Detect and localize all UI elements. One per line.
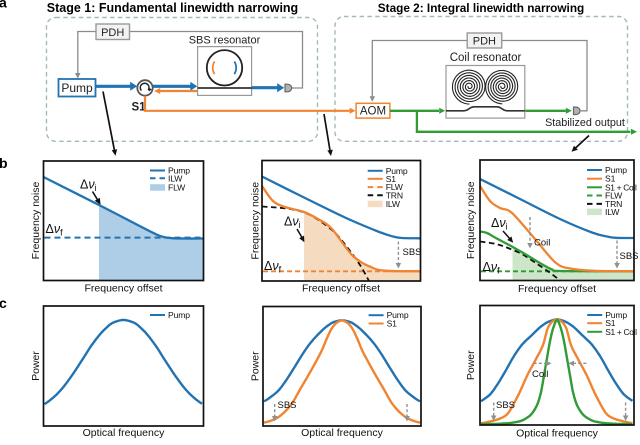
svg-text:Frequency offset: Frequency offset xyxy=(84,283,162,295)
svg-text:Frequency noise: Frequency noise xyxy=(465,181,477,259)
svg-text:Coil resonator: Coil resonator xyxy=(450,52,522,64)
svg-text:SBS: SBS xyxy=(403,247,422,258)
svg-text:Pump: Pump xyxy=(61,81,93,95)
svg-text:Stage 1: Fundamental linewidth: Stage 1: Fundamental linewidth narrowing xyxy=(47,1,298,15)
svg-text:S1: S1 xyxy=(386,174,397,184)
svg-text:Pump: Pump xyxy=(168,166,190,176)
svg-text:AOM: AOM xyxy=(360,106,386,118)
svg-text:Power: Power xyxy=(250,351,262,381)
svg-text:ILW: ILW xyxy=(605,207,620,217)
svg-text:FLW: FLW xyxy=(605,191,623,201)
svg-text:Pump: Pump xyxy=(605,165,627,175)
svg-text:Pump: Pump xyxy=(605,310,627,320)
svg-text:Δνf: Δνf xyxy=(264,259,282,275)
svg-text:Power: Power xyxy=(465,350,477,380)
svg-text:Optical frequency: Optical frequency xyxy=(516,428,598,440)
svg-text:FLW: FLW xyxy=(386,182,404,192)
svg-text:Optical frequency: Optical frequency xyxy=(83,427,165,439)
svg-text:PDH: PDH xyxy=(473,36,496,48)
svg-text:SBS: SBS xyxy=(496,400,515,411)
svg-text:Frequency offset: Frequency offset xyxy=(518,283,596,295)
svg-text:Δνi: Δνi xyxy=(491,216,508,232)
svg-text:Frequency noise: Frequency noise xyxy=(250,182,262,260)
svg-text:Frequency offset: Frequency offset xyxy=(302,283,380,295)
svg-text:SBS resonator: SBS resonator xyxy=(189,35,261,47)
svg-text:S1: S1 xyxy=(605,318,616,328)
svg-text:Power: Power xyxy=(30,351,42,381)
svg-text:TRN: TRN xyxy=(386,190,403,200)
svg-text:Frequency noise: Frequency noise xyxy=(30,182,42,260)
svg-text:Pump: Pump xyxy=(168,310,190,320)
svg-text:TRN: TRN xyxy=(605,199,622,209)
svg-text:Pump: Pump xyxy=(386,166,408,176)
svg-text:FLW: FLW xyxy=(168,182,186,192)
svg-text:Δνi: Δνi xyxy=(80,178,97,194)
svg-text:S1 + Coil: S1 + Coil xyxy=(605,327,637,337)
svg-text:c: c xyxy=(0,295,7,311)
svg-text:ILW: ILW xyxy=(386,199,401,209)
svg-text:S1: S1 xyxy=(605,174,616,184)
svg-text:Optical frequency: Optical frequency xyxy=(301,427,383,439)
svg-text:b: b xyxy=(0,155,8,171)
svg-text:Stage 2: Integral linewidth na: Stage 2: Integral linewidth narrowing xyxy=(378,1,584,15)
svg-text:SBS: SBS xyxy=(620,251,639,262)
svg-text:Coil: Coil xyxy=(534,238,550,249)
svg-text:Δνf: Δνf xyxy=(46,222,64,238)
svg-text:S1 + Coil: S1 + Coil xyxy=(605,182,637,192)
svg-text:SBS: SBS xyxy=(278,400,297,411)
svg-text:Δνf: Δνf xyxy=(483,260,501,276)
svg-text:Δνi: Δνi xyxy=(284,215,301,231)
svg-text:Coil: Coil xyxy=(532,369,548,380)
svg-text:S1: S1 xyxy=(132,102,147,114)
svg-text:PDH: PDH xyxy=(101,27,124,39)
svg-text:ILW: ILW xyxy=(168,173,183,183)
svg-text:Stabilized output: Stabilized output xyxy=(545,117,625,129)
svg-text:Pump: Pump xyxy=(387,310,409,320)
svg-text:a: a xyxy=(0,0,7,11)
svg-text:S1: S1 xyxy=(387,319,398,329)
